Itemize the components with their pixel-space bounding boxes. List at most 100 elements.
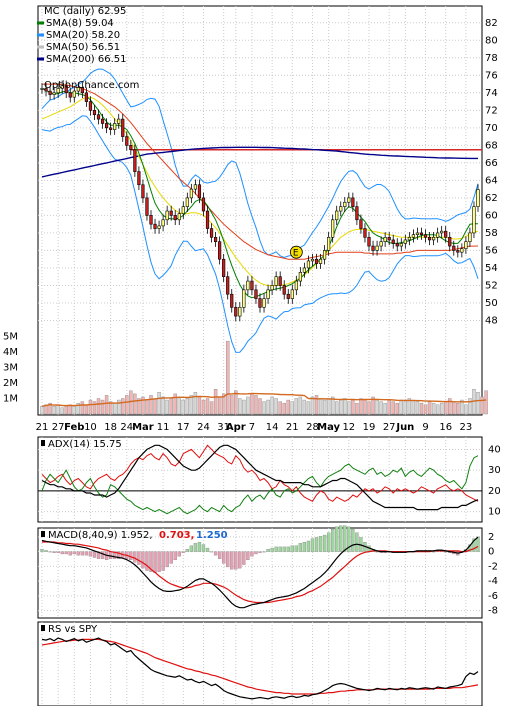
volume-bar	[129, 390, 133, 415]
volume-bar	[157, 392, 161, 415]
macd-histogram-bar	[339, 525, 343, 552]
candle-body	[367, 236, 371, 247]
volume-bar	[330, 396, 335, 415]
volume-bar	[282, 402, 286, 415]
volume-bar	[452, 401, 456, 415]
adx-label: ADX(14) 15.75	[48, 439, 122, 450]
volume-bar	[153, 398, 157, 415]
macd-histogram-bar	[60, 551, 64, 555]
macd-histogram-bar	[141, 551, 145, 569]
macd-histogram-bar	[161, 551, 165, 571]
volume-bar	[230, 395, 234, 415]
volume-bar	[96, 398, 101, 415]
macd-tick-label: -4	[488, 576, 498, 587]
macd-histogram-bar	[108, 551, 113, 559]
price-panel-frame	[37, 5, 483, 416]
macd-label: MACD(8,40,9) 1.952,	[48, 530, 153, 541]
macd-histogram-bar	[347, 526, 351, 552]
volume-bar	[181, 399, 185, 415]
volume-bar	[444, 401, 448, 415]
candle-body	[52, 92, 56, 95]
volume-bar	[399, 399, 403, 415]
volume-bar	[480, 396, 484, 415]
candle-body	[121, 118, 125, 137]
volume-bar	[314, 395, 319, 415]
macd-histogram-bar	[217, 551, 222, 559]
macd-histogram-bar	[52, 551, 56, 553]
candle-body	[318, 258, 323, 264]
candle-body	[173, 215, 177, 221]
volume-bar	[108, 401, 113, 415]
macd-histogram-bar	[68, 551, 72, 556]
candle-body	[427, 236, 432, 241]
volume-bar	[351, 399, 355, 415]
volume-bar	[238, 398, 242, 415]
volume-bar	[395, 402, 399, 415]
candle-body	[399, 243, 403, 247]
volume-bar	[435, 404, 440, 415]
candle-body	[339, 206, 343, 212]
sma50-line	[42, 83, 479, 260]
volume-bar	[476, 392, 480, 415]
volume-bar	[411, 399, 416, 415]
volume-bar	[234, 390, 238, 415]
volume-bar	[310, 396, 315, 415]
rs-label: RS vs SPY	[48, 624, 98, 635]
candle-body	[436, 232, 440, 238]
candle-body	[104, 123, 109, 129]
candle-body	[355, 206, 359, 221]
volume-bar	[415, 401, 420, 415]
volume-bar	[423, 404, 428, 415]
candle-body	[242, 289, 246, 308]
macd-histogram-bar	[322, 534, 327, 552]
volume-bar	[484, 390, 488, 415]
volume-bar	[464, 404, 468, 415]
price-tick-label: 82	[485, 18, 498, 29]
legend-entry: SMA(8) 59.04	[46, 18, 114, 29]
volume-bar	[64, 406, 68, 415]
macd-histogram-bar	[96, 551, 101, 559]
macd-panel: 2 0 -2 -4 -6 -8 MACD(8,40,9) 1.952, 0.703, 1.250	[37, 525, 498, 619]
adx-panel-frame	[37, 436, 483, 523]
macd-histogram-bar	[56, 551, 60, 553]
rs-average-line	[41, 638, 479, 695]
candle-body	[351, 197, 355, 207]
volume-bar	[104, 395, 109, 415]
price-tick-label: 48	[485, 315, 498, 326]
macd-histogram-bar	[230, 551, 234, 570]
macd-histogram-bar	[294, 545, 298, 552]
volume-bar	[298, 396, 303, 415]
macd-histogram-bar	[431, 551, 436, 553]
x-tick-label: 24	[120, 422, 133, 433]
candle-body	[109, 127, 113, 130]
candle-body	[60, 85, 64, 89]
volume-bar	[185, 398, 190, 415]
legend-entry: MC (daily) 62.95	[44, 6, 126, 17]
x-tick-label: 11	[157, 422, 170, 433]
candle-body	[431, 236, 436, 241]
macd-signal-line	[42, 541, 479, 604]
candle-body	[343, 201, 347, 207]
volume-bar	[290, 401, 294, 415]
candle-body	[407, 236, 411, 241]
adx-legend-swatch	[41, 440, 45, 446]
price-tick-label: 72	[485, 105, 498, 116]
x-tick-label: 27	[383, 422, 396, 433]
volume-bar	[460, 399, 464, 415]
macd-histogram-bar	[298, 543, 303, 552]
macd-histogram-bar	[64, 551, 68, 555]
candle-body	[133, 149, 137, 172]
candle-body	[129, 145, 133, 151]
macd-histogram-bar	[375, 551, 379, 553]
x-tick-label: 31	[217, 422, 230, 433]
macd-histogram-bar	[80, 551, 85, 556]
watermark: OptionChance.com	[44, 80, 139, 91]
candle-body	[375, 245, 379, 251]
candle-body	[359, 219, 363, 229]
volume-bar	[439, 402, 444, 415]
legend-entry: SMA(20) 58.20	[46, 30, 120, 41]
candle-body	[177, 213, 181, 221]
candle-body	[201, 197, 206, 212]
candle-body	[460, 248, 464, 253]
